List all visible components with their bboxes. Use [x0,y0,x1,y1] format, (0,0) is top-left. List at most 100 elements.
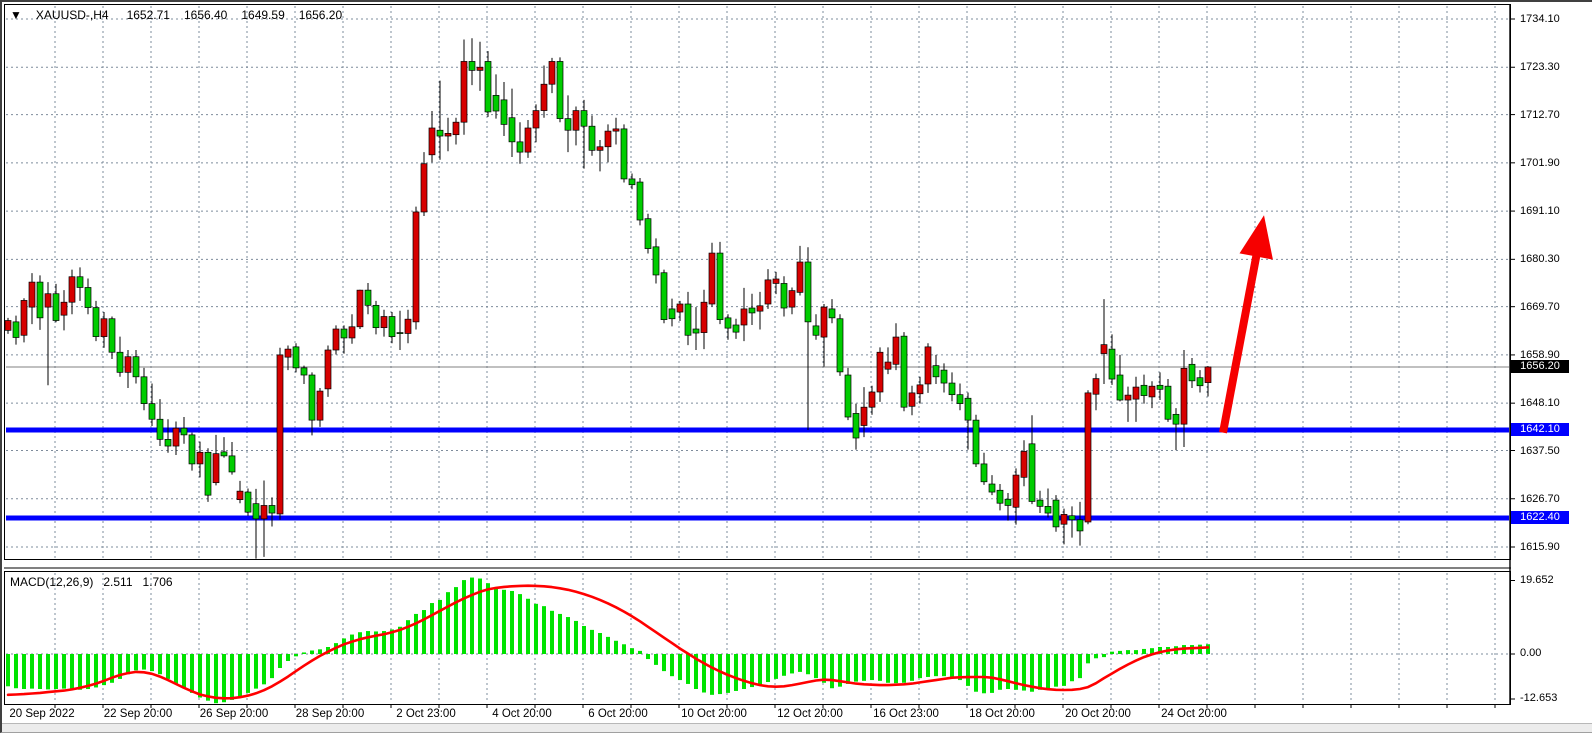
price-tick-label: 1691.10 [1520,205,1560,218]
macd-histogram-bar [886,654,890,683]
candle-body-bull [172,427,180,447]
candle-body-bull [756,305,764,312]
macd-histogram-bar [670,654,674,677]
macd-histogram-bar [630,648,634,654]
candle-body-bear [396,332,404,334]
macd-histogram-bar [246,654,250,693]
candle-body-bear [932,365,940,378]
candle-body-bull [404,318,412,334]
candle-body-bear [620,128,628,180]
time-tick-label: 16 Oct 23:00 [873,708,939,720]
macd-histogram-bar [526,598,530,654]
candle-body-bear [1196,377,1204,387]
macd-histogram-bar [62,654,66,689]
candle-body-bear [628,178,636,186]
macd-histogram-bar [806,654,810,675]
time-tick-label: 28 Sep 20:00 [295,708,365,720]
time-tick-label: 22 Sep 20:00 [103,708,173,720]
macd-histogram-bar [310,650,314,654]
macd-histogram-bar [1190,645,1194,654]
macd-histogram-bar [230,654,234,700]
price-tick-label: 1648.10 [1520,397,1560,410]
macd-histogram-bar [702,654,706,693]
candle-body-bull [324,349,332,390]
candle-body-bull [604,130,612,148]
candle-body-bull [1100,344,1108,354]
candle-body-bull [420,163,428,213]
macd-histogram-bar [422,610,426,654]
macd-histogram-bar [222,654,226,703]
candle-body-bull [44,293,52,308]
macd-histogram-bar [454,587,458,654]
candle-body-bear [812,325,820,336]
candle-body-bear [1052,499,1060,528]
macd-histogram-bar [582,625,586,654]
macd-histogram-bar [1022,654,1026,691]
candle-body-bear [388,316,396,337]
macd-histogram-bar [414,613,418,654]
candle-body-bull [708,252,716,305]
macd-histogram-bar [438,599,442,654]
macd-histogram-bar [22,654,26,690]
macd-histogram-bar [430,603,434,654]
candle-body-bull [548,61,556,85]
candle-body-bull [276,354,284,515]
candle-body-bear [1108,348,1116,380]
macd-histogram-bar [590,629,594,654]
symbol-timeframe-label: XAUUSD-,H4 [35,8,109,22]
macd-histogram-bar [278,654,282,669]
candle-body-bear [652,246,660,276]
candle-body-bear [724,317,732,329]
macd-histogram-bar [566,617,570,654]
candle-body-bull [444,133,452,137]
macd-histogram-bar [694,654,698,690]
macd-histogram-bar [86,654,90,690]
macd-histogram-bar [198,654,202,698]
candle-body-bear [500,99,508,125]
candle-body-bear [804,261,812,323]
candle-body-bear [836,318,844,373]
macd-histogram-bar [1198,644,1202,654]
candle-body-bear [308,374,316,421]
macd-histogram-bar [614,640,618,654]
macd-histogram-bar [1030,654,1034,692]
macd-histogram-bar [286,654,290,662]
macd-histogram-bar [974,654,978,692]
macd-histogram-bar [966,654,970,686]
trend-arrow-head[interactable] [1239,215,1273,260]
candle-body-bull [700,301,708,333]
candle-body-bull [884,361,892,370]
candle-body-bear [692,328,700,334]
candle-body-bull [1148,385,1156,398]
macd-histogram-bar [350,634,354,654]
macd-histogram-bar [894,654,898,684]
macd-histogram-bar [982,654,986,694]
symbol-dropdown-icon[interactable]: ▼ [10,8,22,22]
macd-histogram-bar [1150,648,1154,654]
candle-body-bear [972,419,980,465]
macd-histogram-bar [70,654,74,690]
macd-histogram-bar [1038,654,1042,690]
candle-body-bull [740,308,748,326]
candle-body-bull [4,320,12,331]
candle-body-bear [116,351,124,373]
macd-label: MACD(12,26,9) [10,575,94,589]
macd-histogram-bar [1062,654,1066,686]
macd-histogram-bar [406,620,410,654]
time-tick-label: 24 Oct 20:00 [1161,708,1227,720]
macd-histogram-bar [318,649,322,654]
macd-histogram-bar [470,577,474,654]
macd-histogram-bar [110,654,114,683]
price-tick-label: 1669.70 [1520,300,1560,313]
time-tick-label: 6 Oct 20:00 [588,708,648,720]
ohlc-low: 1649.59 [241,8,285,22]
candle-body-bull [452,121,460,136]
trend-arrow-shaft[interactable] [1219,249,1262,434]
candle-body-bear [588,125,596,151]
candle-body-bear [636,181,644,221]
candle-body-bull [1180,367,1188,425]
macd-histogram-bar [134,654,138,671]
candle-body-bull [1060,514,1068,525]
candle-body-bear [1140,384,1148,396]
